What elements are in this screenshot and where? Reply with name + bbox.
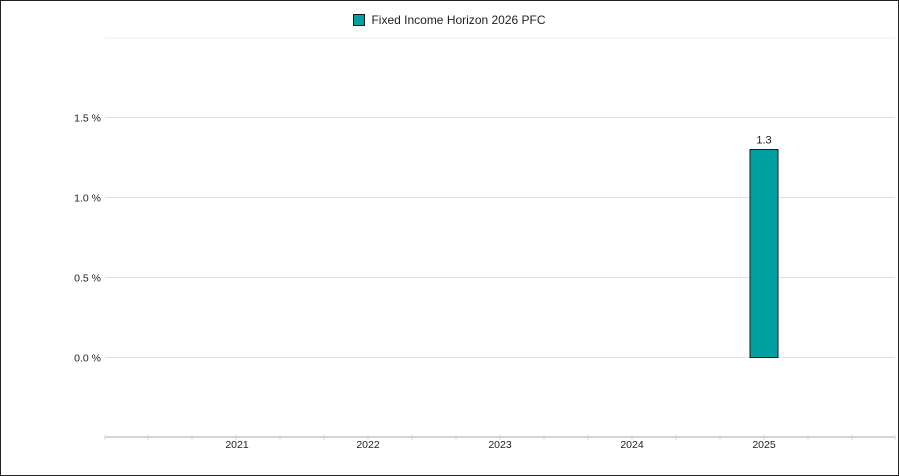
y-tick-label: 1.5 % <box>74 113 101 125</box>
legend-swatch <box>353 14 366 26</box>
x-tick-label: 2024 <box>620 439 644 451</box>
data-label: 1.3 <box>756 135 771 147</box>
y-tick-label: 0.5 % <box>74 273 101 285</box>
y-tick-label: 1.0 % <box>74 193 101 205</box>
x-tick-label: 2023 <box>488 439 512 451</box>
bar <box>749 149 779 358</box>
y-tick-label: 0.0 % <box>74 353 101 365</box>
x-tick-label: 2025 <box>752 439 776 451</box>
x-tick-label: 2022 <box>356 439 380 451</box>
x-tick-label: 2021 <box>225 439 249 451</box>
legend: Fixed Income Horizon 2026 PFC <box>0 13 899 27</box>
legend-label: Fixed Income Horizon 2026 PFC <box>371 13 546 27</box>
